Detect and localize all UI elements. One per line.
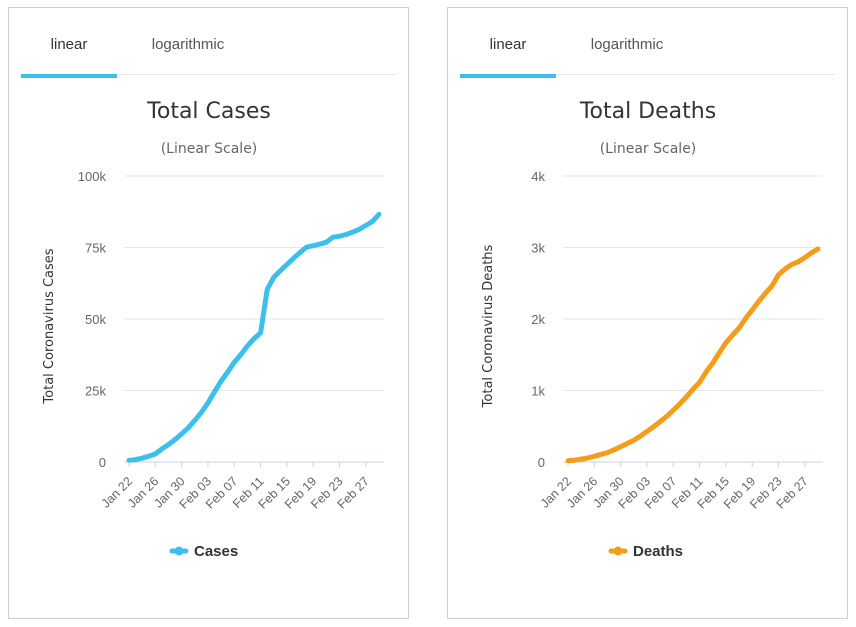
series-line-cases xyxy=(126,211,382,463)
cases-panel: linear logarithmic Total Cases (Linear Sc… xyxy=(8,7,409,619)
scale-tabs: linear logarithmic xyxy=(460,28,835,78)
y-tick-label: 0 xyxy=(538,455,545,470)
series-line-deaths xyxy=(565,246,821,464)
legend-swatch-dot xyxy=(174,546,184,556)
active-tab-indicator xyxy=(21,74,117,78)
tab-linear[interactable]: linear xyxy=(489,36,527,53)
y-tick-label: 3k xyxy=(531,241,545,256)
y-tick-label: 1k xyxy=(531,384,545,399)
y-tick-label: 25k xyxy=(85,384,106,399)
y-axis-label: Total Coronavirus Cases xyxy=(42,248,57,404)
scale-tabs: linear logarithmic xyxy=(21,28,396,78)
legend-label: Cases xyxy=(194,543,238,560)
y-axis-label: Total Coronavirus Deaths xyxy=(481,244,496,408)
y-tick-label: 4k xyxy=(531,169,545,184)
cases-chart: Total Cases (Linear Scale) 0 25k 50k 75k 100k T… xyxy=(42,99,384,560)
deaths-panel: linear logarithmic Total Deaths (Linear S… xyxy=(447,7,848,619)
chart-title: Total Deaths xyxy=(579,99,716,124)
y-tick-label: 0 xyxy=(99,455,106,470)
legend-label: Deaths xyxy=(633,543,683,560)
y-tick-label: 50k xyxy=(85,312,106,327)
tab-linear[interactable]: linear xyxy=(50,36,88,53)
y-tick-label: 75k xyxy=(85,241,106,256)
y-tick-label: 100k xyxy=(78,169,107,184)
chart-subtitle: (Linear Scale) xyxy=(600,141,697,157)
chart-subtitle: (Linear Scale) xyxy=(161,141,258,157)
active-tab-indicator xyxy=(460,74,556,78)
deaths-chart: Total Deaths (Linear Scale) 0 1k 2k 3k 4k Total… xyxy=(481,99,823,560)
legend-swatch-dot xyxy=(613,546,623,556)
tab-logarithmic[interactable]: logarithmic xyxy=(151,36,225,53)
y-tick-label: 2k xyxy=(531,312,545,327)
chart-title: Total Cases xyxy=(146,99,271,124)
tab-logarithmic[interactable]: logarithmic xyxy=(590,36,664,53)
